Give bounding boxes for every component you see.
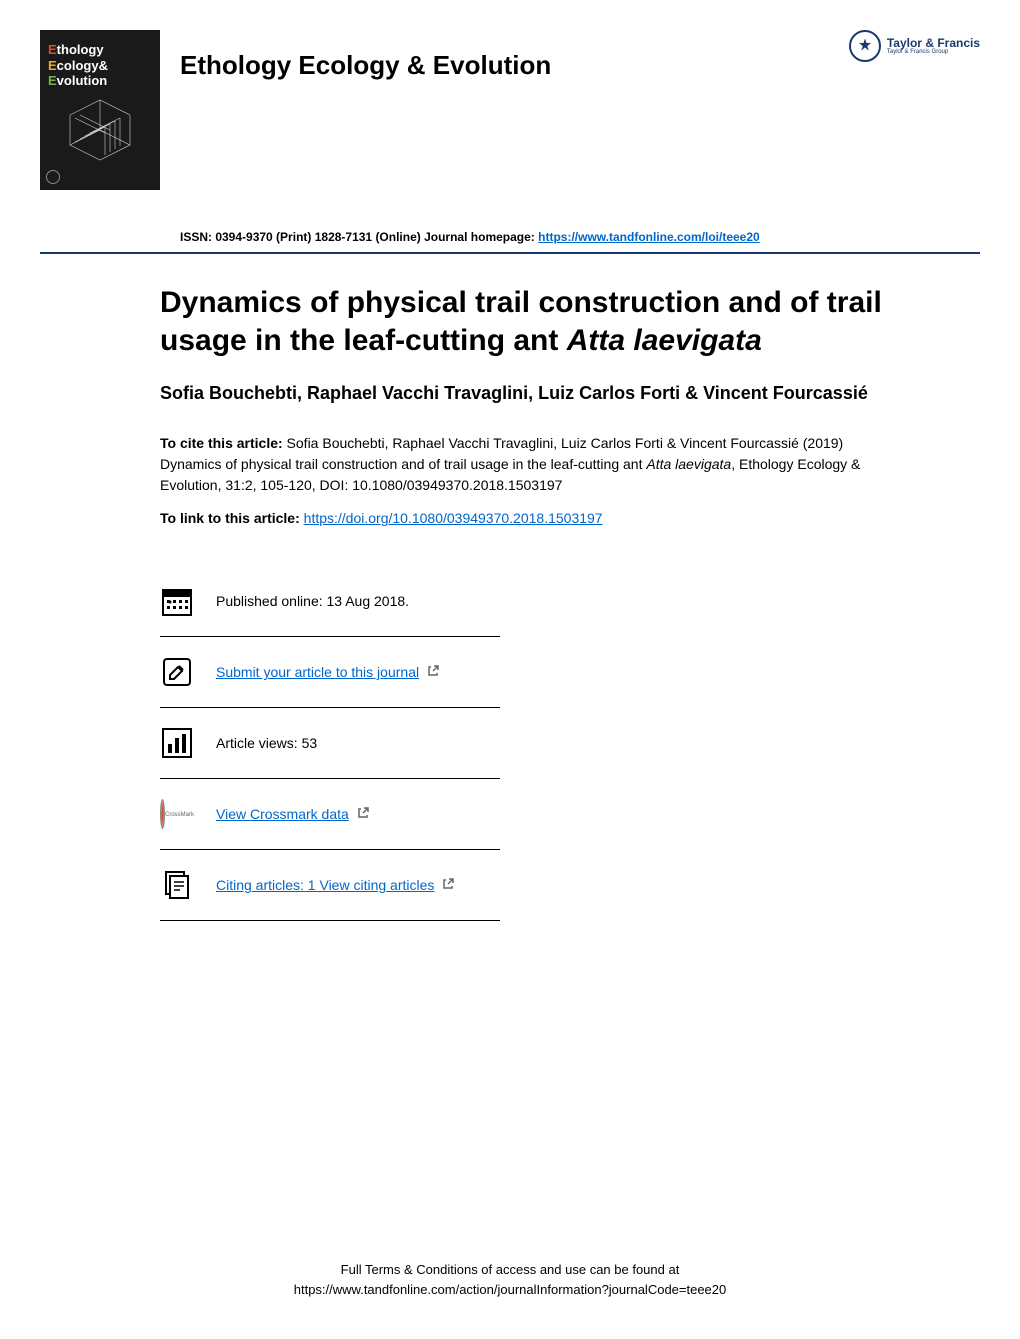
- article-authors: Sofia Bouchebti, Raphael Vacchi Travagli…: [160, 381, 900, 405]
- views-label: Article views: 53: [216, 735, 317, 751]
- footer-line-1: Full Terms & Conditions of access and us…: [0, 1260, 1020, 1280]
- article-content: Dynamics of physical trail construction …: [40, 284, 980, 921]
- citing-label: Citing articles: 1 View citing articles: [216, 877, 454, 893]
- page-footer: Full Terms & Conditions of access and us…: [0, 1260, 1020, 1299]
- header-row: Ethology Ecology& Evolution: [40, 30, 980, 190]
- published-label: Published online: 13 Aug 2018.: [216, 593, 409, 609]
- cover-title: Ethology Ecology& Evolution: [48, 42, 108, 89]
- citing-icon: [160, 868, 194, 902]
- external-link-icon: [357, 807, 369, 822]
- crossmark-icon-label: CrossMark: [165, 812, 194, 818]
- action-citing-articles[interactable]: Citing articles: 1 View citing articles: [160, 849, 500, 921]
- crossmark-link[interactable]: View Crossmark data: [216, 806, 349, 822]
- publisher-name: Taylor & Francis: [887, 37, 980, 49]
- issn-row: ISSN: 0394-9370 (Print) 1828-7131 (Onlin…: [180, 230, 980, 252]
- cover-graphic-icon: [60, 95, 140, 165]
- citing-link[interactable]: Citing articles: 1 View citing articles: [216, 877, 434, 893]
- submit-link[interactable]: Submit your article to this journal: [216, 664, 419, 680]
- citation-label: To cite this article:: [160, 435, 283, 451]
- doi-link[interactable]: https://doi.org/10.1080/03949370.2018.15…: [304, 510, 603, 526]
- journal-cover-thumbnail: Ethology Ecology& Evolution: [40, 30, 160, 190]
- cover-publisher-mark-icon: [46, 170, 60, 184]
- action-list: Published online: 13 Aug 2018. Submit yo…: [160, 566, 900, 921]
- page-container: Taylor & Francis Taylor & Francis Group …: [0, 0, 1020, 1339]
- external-link-icon: [427, 665, 439, 680]
- action-submit-article[interactable]: Submit your article to this journal: [160, 636, 500, 707]
- article-title-text: Dynamics of physical trail construction …: [160, 286, 882, 357]
- publisher-logo: Taylor & Francis Taylor & Francis Group: [849, 30, 980, 62]
- article-title: Dynamics of physical trail construction …: [160, 284, 900, 359]
- action-published-online: Published online: 13 Aug 2018.: [160, 566, 500, 636]
- calendar-icon: [160, 584, 194, 618]
- action-article-views: Article views: 53: [160, 707, 500, 778]
- header-divider: [40, 252, 980, 254]
- citation-species: Atta laevigata: [646, 456, 731, 472]
- action-crossmark[interactable]: CrossMark View Crossmark data: [160, 778, 500, 849]
- journal-homepage-link[interactable]: https://www.tandfonline.com/loi/teee20: [538, 230, 760, 244]
- submit-icon: [160, 655, 194, 689]
- crossmark-icon: CrossMark: [160, 797, 194, 831]
- publisher-text-block: Taylor & Francis Taylor & Francis Group: [887, 37, 980, 55]
- external-link-icon: [442, 878, 454, 893]
- footer-line-2: https://www.tandfonline.com/action/journ…: [0, 1280, 1020, 1300]
- doi-row: To link to this article: https://doi.org…: [160, 510, 900, 526]
- issn-text: ISSN: 0394-9370 (Print) 1828-7131 (Onlin…: [180, 230, 538, 244]
- doi-label: To link to this article:: [160, 510, 304, 526]
- citation-block: To cite this article: Sofia Bouchebti, R…: [160, 433, 900, 496]
- crossmark-label: View Crossmark data: [216, 806, 369, 822]
- submit-label: Submit your article to this journal: [216, 664, 439, 680]
- views-icon: [160, 726, 194, 760]
- publisher-mark-icon: [849, 30, 881, 62]
- article-title-species: Atta laevigata: [567, 324, 762, 357]
